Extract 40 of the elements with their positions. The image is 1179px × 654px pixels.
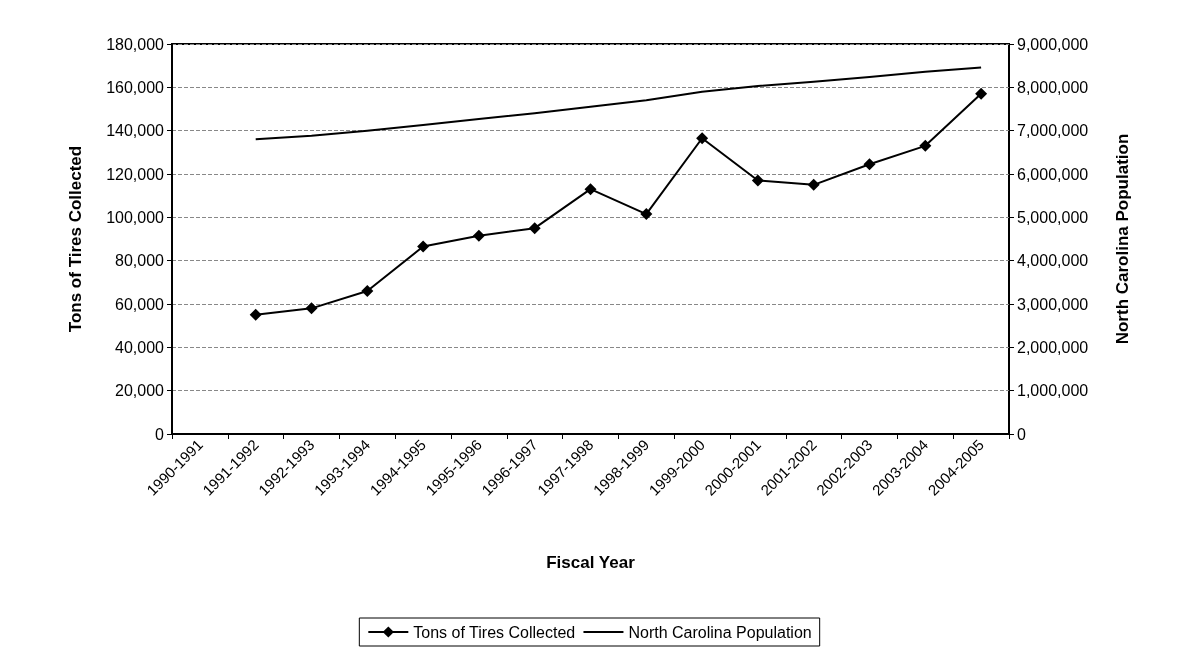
point [696, 132, 709, 145]
y-tick-label: 80,000 [115, 252, 165, 270]
y2-tick-label: 9,000,000 [1017, 35, 1089, 53]
y-tick-label: 160,000 [106, 78, 165, 96]
point [640, 208, 653, 221]
y2-tick-label: 3,000,000 [1017, 295, 1089, 313]
point [584, 183, 597, 196]
point [249, 308, 262, 321]
point [807, 178, 820, 191]
legend-label: Tons of Tires Collected [413, 623, 576, 641]
point [361, 285, 374, 297]
y2-tick-label: 6,000,000 [1017, 165, 1089, 183]
y2-tick-label: 7,000,000 [1017, 122, 1089, 140]
y2-axis-title: North Carolina Population [1113, 133, 1132, 345]
y-axis-title: Tons of Tires Collected [66, 145, 85, 333]
y-tick-label: 120,000 [106, 165, 165, 183]
point [305, 302, 318, 315]
point [751, 174, 764, 187]
line-series [254, 66, 983, 141]
y-tick-label: 140,000 [106, 122, 165, 140]
x-axis-title: Fiscal Year [546, 553, 636, 572]
point [472, 229, 485, 242]
point [975, 87, 988, 100]
point [528, 222, 541, 235]
y-tick-label: 100,000 [106, 208, 165, 226]
y-tick-label: 40,000 [115, 338, 165, 356]
y-tick-label: 180,000 [106, 35, 165, 53]
y-tick-label: 0 [155, 425, 165, 443]
point [417, 240, 430, 253]
y2-tick-label: 1,000,000 [1017, 382, 1089, 400]
legend-label: North Carolina Population [628, 623, 812, 641]
y2-tick-label: 0 [1017, 425, 1026, 443]
y-tick-label: 20,000 [115, 382, 165, 400]
y2-tick-label: 4,000,000 [1017, 252, 1089, 270]
y2-tick-label: 8,000,000 [1017, 78, 1089, 96]
point [919, 139, 932, 152]
y2-tick-label: 5,000,000 [1017, 208, 1089, 226]
y2-tick-label: 2,000,000 [1017, 338, 1089, 356]
point [863, 158, 876, 171]
y-tick-label: 60,000 [115, 295, 165, 313]
